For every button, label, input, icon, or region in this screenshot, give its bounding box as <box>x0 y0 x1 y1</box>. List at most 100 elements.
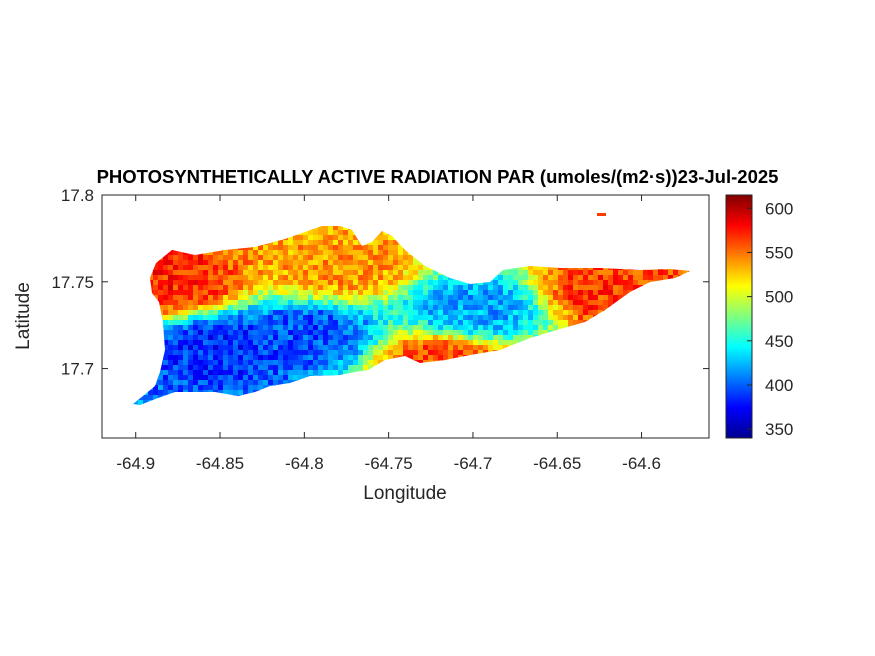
heatmap-cell <box>263 320 269 326</box>
heatmap-cell <box>288 300 294 306</box>
heatmap-cell <box>183 355 189 361</box>
heatmap-cell <box>563 270 569 276</box>
heatmap-cell <box>198 345 204 351</box>
heatmap-cell <box>353 240 359 246</box>
heatmap-cell <box>168 260 174 266</box>
heatmap-cell <box>173 350 179 356</box>
heatmap-cell <box>503 325 509 331</box>
heatmap-cell <box>153 290 159 296</box>
heatmap-cell <box>263 380 269 386</box>
heatmap-cell <box>293 280 299 286</box>
heatmap-cell <box>538 315 544 321</box>
heatmap-cell <box>308 305 314 311</box>
heatmap-cell <box>338 360 344 366</box>
heatmap-cell <box>363 260 369 266</box>
heatmap-cell <box>323 295 329 301</box>
heatmap-cell <box>213 280 219 286</box>
heatmap-cell <box>198 380 204 386</box>
heatmap-cell <box>263 300 269 306</box>
heatmap-cell <box>258 310 264 316</box>
heatmap-cell <box>268 255 274 261</box>
heatmap-cell <box>508 290 514 296</box>
heatmap-cell <box>318 240 324 246</box>
heatmap-cell <box>293 315 299 321</box>
heatmap-cell <box>158 295 164 301</box>
heatmap-cell <box>213 335 219 341</box>
heatmap-cell <box>218 290 224 296</box>
heatmap-cell <box>343 226 349 231</box>
heatmap-cell <box>198 365 204 371</box>
heatmap-cell <box>368 290 374 296</box>
heatmap-cell <box>568 305 574 311</box>
x-tick-label: -64.75 <box>365 454 413 473</box>
heatmap-cell <box>168 370 174 376</box>
heatmap-cell <box>413 300 419 306</box>
heatmap-cell <box>473 300 479 306</box>
heatmap-cell <box>378 300 384 306</box>
heatmap-cell <box>558 325 564 331</box>
heatmap-cell <box>248 350 254 356</box>
heatmap-cell <box>398 340 404 346</box>
heatmap-cell <box>253 265 259 271</box>
heatmap-cell <box>168 350 174 356</box>
heatmap-cell <box>368 300 374 306</box>
heatmap-cell <box>533 300 539 306</box>
heatmap-cell <box>573 290 579 296</box>
heatmap-cell <box>503 275 509 281</box>
heatmap-cell <box>488 290 494 296</box>
heatmap-cell <box>323 355 329 361</box>
heatmap-cell <box>638 275 644 281</box>
heatmap-cell <box>238 330 244 336</box>
heatmap-cell <box>293 260 299 266</box>
heatmap-cell <box>163 280 169 286</box>
heatmap-cell <box>228 385 234 391</box>
heatmap-cell <box>253 335 259 341</box>
heatmap-cell <box>243 285 249 291</box>
heatmap-cell <box>388 250 394 256</box>
heatmap-cell <box>263 245 269 251</box>
heatmap-cell <box>173 300 179 306</box>
heatmap-cell <box>218 340 224 346</box>
heatmap-cell <box>398 320 404 326</box>
heatmap-cell <box>258 260 264 266</box>
heatmap-cell <box>413 345 419 351</box>
heatmap-cell <box>478 340 484 346</box>
heatmap-cell <box>438 350 444 356</box>
heatmap-cell <box>388 280 394 286</box>
heatmap-cell <box>368 340 374 346</box>
heatmap-cell <box>408 305 414 311</box>
heatmap-cell <box>373 270 379 276</box>
heatmap-cell <box>173 335 179 341</box>
heatmap-cell <box>438 310 444 316</box>
heatmap-cell <box>163 385 169 391</box>
heatmap-cell <box>283 280 289 286</box>
heatmap-cell <box>168 295 174 301</box>
heatmap-cell <box>223 335 229 341</box>
heatmap-cell <box>228 360 234 366</box>
heatmap-cell <box>348 230 354 236</box>
heatmap-cell <box>503 340 509 346</box>
heatmap-cell <box>453 335 459 341</box>
heatmap-cell <box>228 310 234 316</box>
heatmap-cell <box>608 295 614 301</box>
heatmap-cell <box>248 310 254 316</box>
heatmap-cell <box>473 340 479 346</box>
heatmap-cell <box>283 350 289 356</box>
heatmap-cell <box>263 260 269 266</box>
heatmap-cell <box>398 350 404 356</box>
heatmap-cell <box>243 380 249 386</box>
heatmap-cell <box>453 295 459 301</box>
heatmap-cell <box>208 290 214 296</box>
heatmap-cell <box>548 300 554 306</box>
heatmap-cell <box>258 340 264 346</box>
heatmap-cell <box>218 305 224 311</box>
heatmap-cell <box>348 315 354 321</box>
heatmap-cell <box>388 340 394 346</box>
heatmap-cell <box>473 320 479 326</box>
heatmap-cell <box>598 295 604 301</box>
heatmap-cell <box>268 295 274 301</box>
heatmap-cell <box>163 315 169 321</box>
heatmap-cell <box>188 295 194 301</box>
heatmap-cell <box>508 320 514 326</box>
heatmap-cell <box>328 370 334 376</box>
